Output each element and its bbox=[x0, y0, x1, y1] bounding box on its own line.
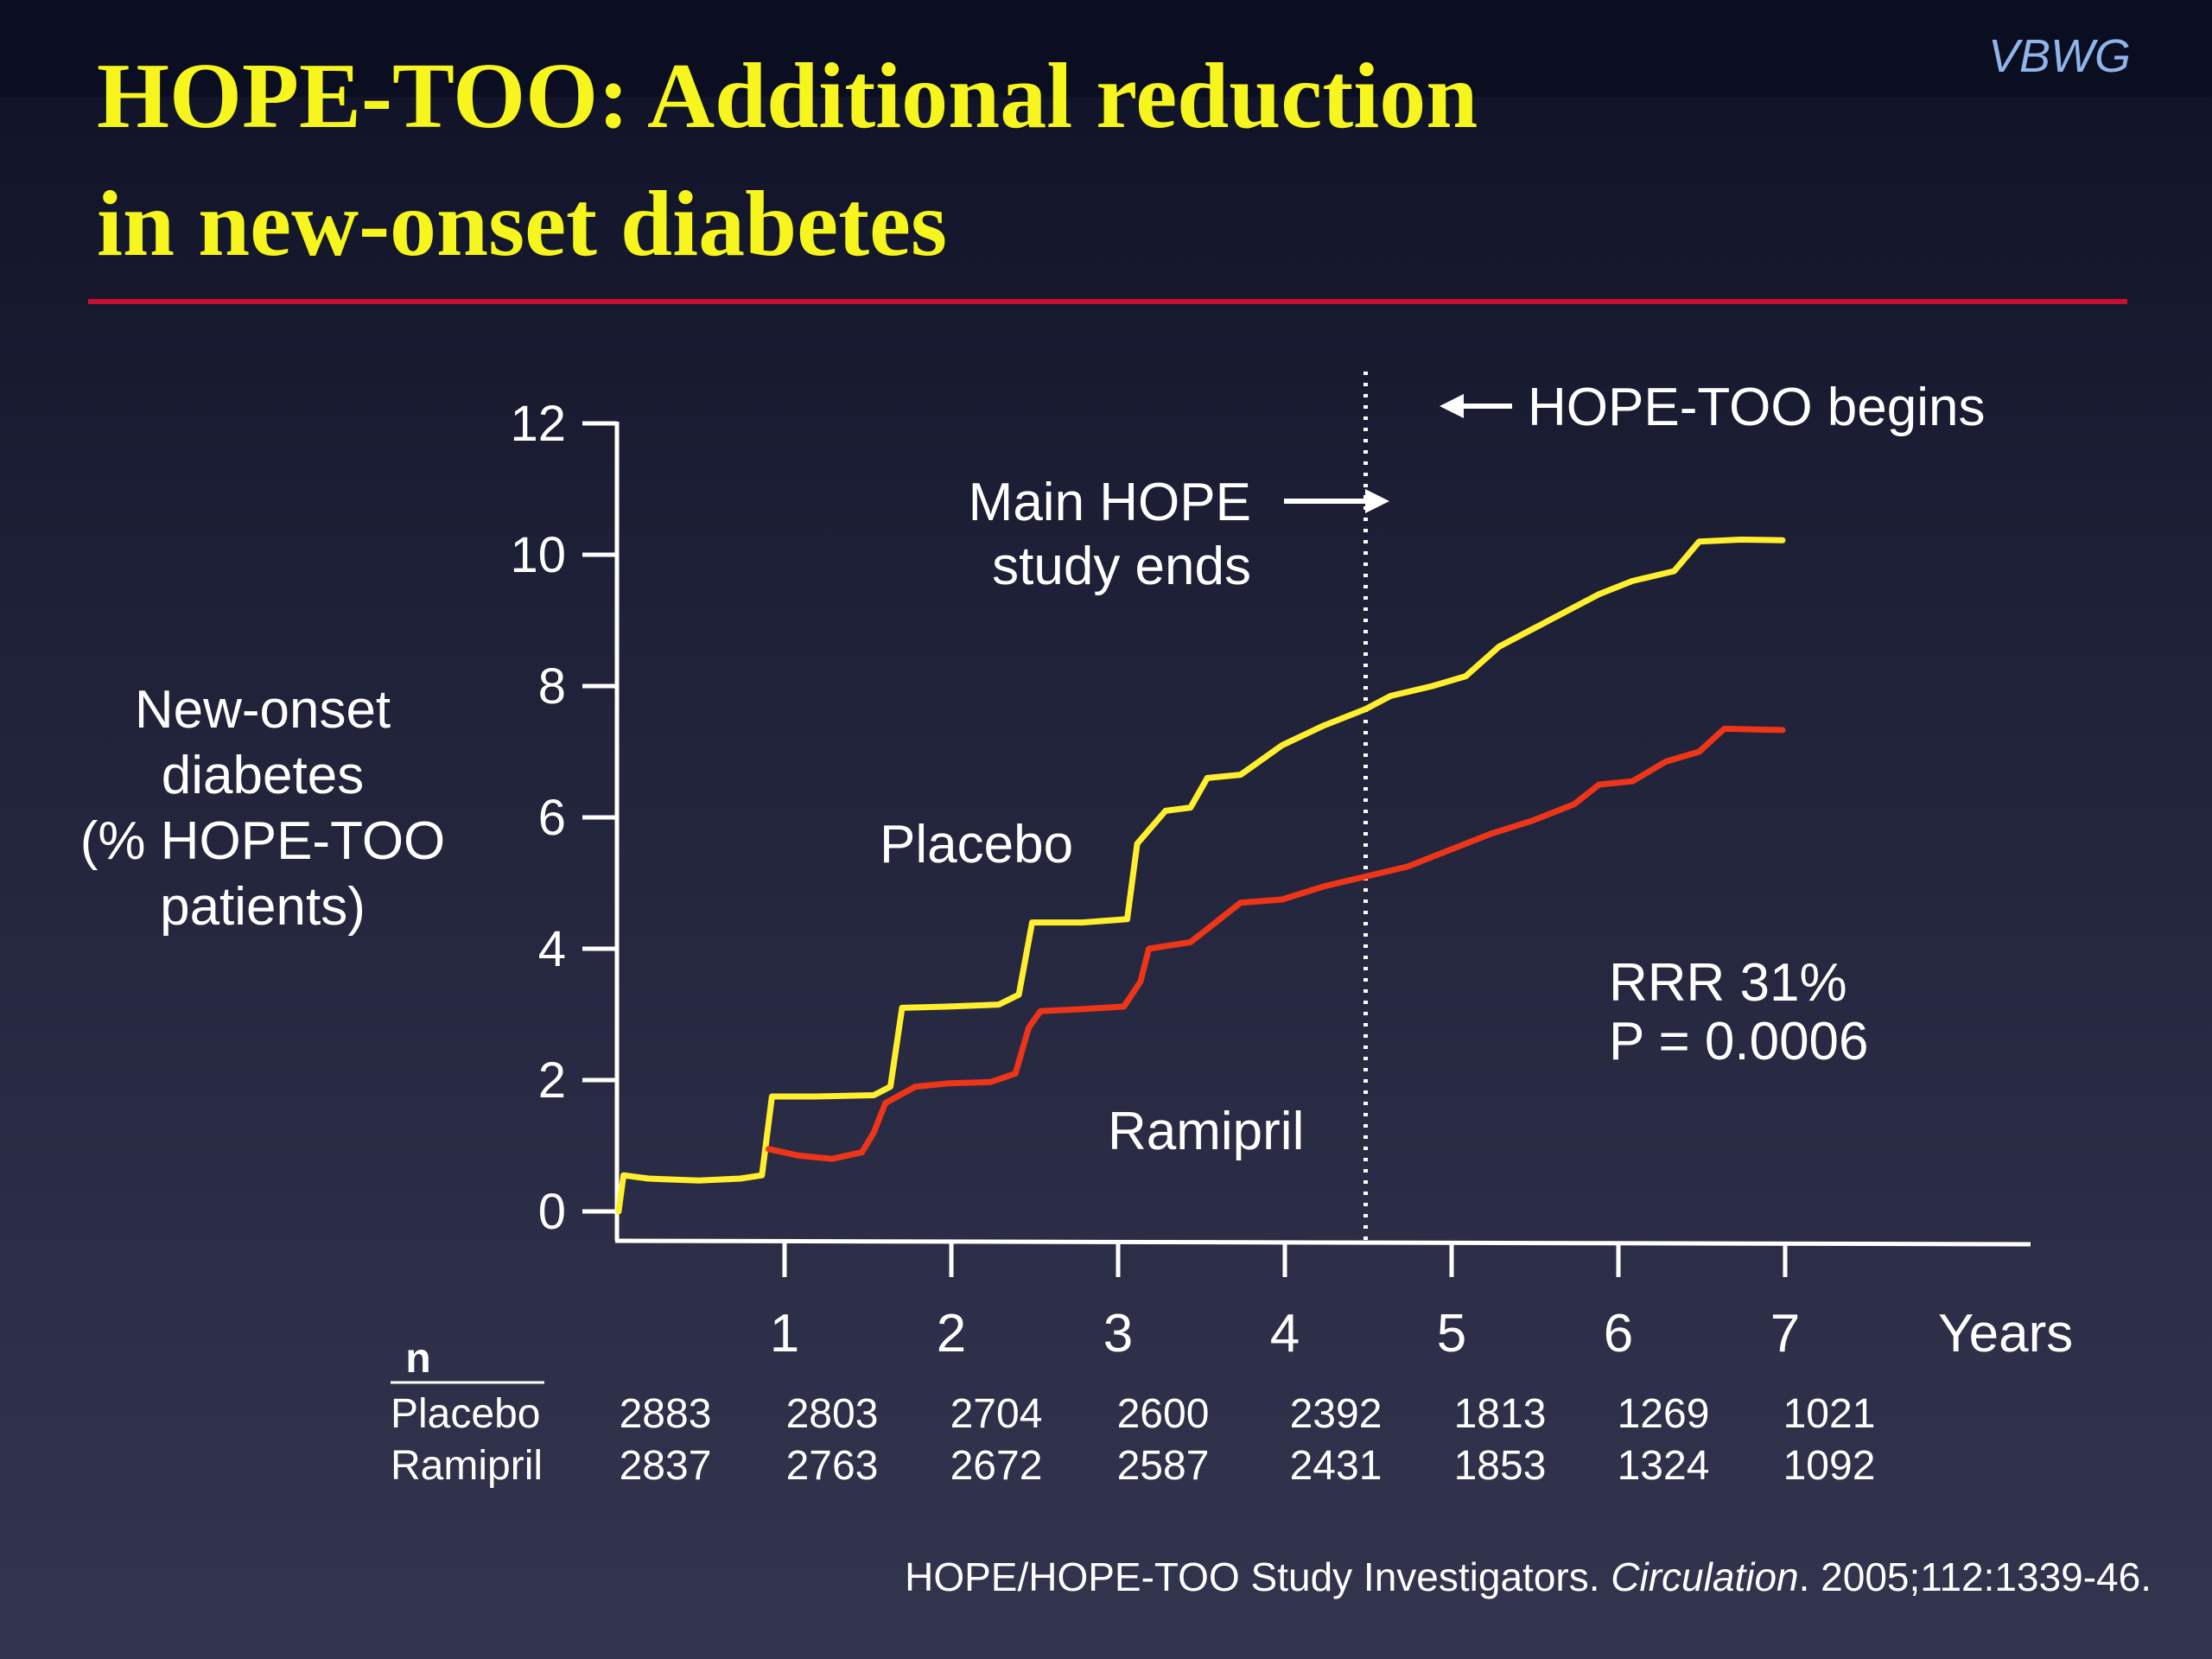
n-table-cell: 2704 bbox=[950, 1391, 1043, 1437]
citation-authors: HOPE/HOPE-TOO Study Investigators. bbox=[905, 1554, 1611, 1599]
y-axis-label-line: (% HOPE-TOO bbox=[80, 811, 446, 871]
n-table-row-label: Ramipril bbox=[391, 1443, 543, 1489]
n-table-cell: 1324 bbox=[1618, 1443, 1710, 1489]
x-tick-label: 1 bbox=[770, 1304, 799, 1363]
citation: HOPE/HOPE-TOO Study Investigators. Circu… bbox=[905, 1554, 2152, 1600]
y-axis-ticks: 0 2 4 6 8 10 12 bbox=[510, 396, 617, 1240]
x-tick-label: 6 bbox=[1604, 1304, 1633, 1363]
n-table-cell: 2587 bbox=[1117, 1443, 1210, 1489]
n-table-cell: 2392 bbox=[1290, 1391, 1382, 1437]
n-table-cell: 2803 bbox=[786, 1391, 879, 1437]
y-tick-label: 2 bbox=[538, 1052, 566, 1109]
n-table-cell: 1021 bbox=[1783, 1391, 1876, 1437]
x-tick-label: 2 bbox=[937, 1304, 966, 1363]
x-tick-label: 5 bbox=[1437, 1304, 1466, 1363]
x-axis-title: Years bbox=[1938, 1304, 2073, 1363]
hope-too-begins-label: HOPE-TOO begins bbox=[1528, 378, 1985, 437]
slide-title-line-2: in new-onset diabetes bbox=[97, 173, 948, 276]
n-table-cell: 2600 bbox=[1117, 1391, 1210, 1437]
y-tick-label: 0 bbox=[538, 1184, 566, 1240]
n-table-row-label: Placebo bbox=[391, 1391, 540, 1437]
chart-axes bbox=[614, 422, 2031, 1247]
y-tick-label: 6 bbox=[538, 790, 566, 846]
title-divider-rule bbox=[88, 299, 2127, 304]
x-tick-label: 7 bbox=[1770, 1304, 1800, 1363]
p-value-label: P = 0.0006 bbox=[1609, 1012, 1869, 1071]
hope-too-arrow-head-icon bbox=[1440, 394, 1464, 418]
y-axis-label-line: patients) bbox=[160, 877, 365, 937]
n-table-cell: 2763 bbox=[786, 1443, 879, 1489]
y-axis-label-line: New-onset bbox=[135, 680, 391, 740]
y-tick-label: 8 bbox=[538, 658, 566, 715]
x-tick-label: 3 bbox=[1103, 1304, 1133, 1363]
main-hope-label-line-2: study ends bbox=[992, 537, 1251, 596]
series-lines bbox=[615, 537, 1786, 1215]
n-table-cell: 1813 bbox=[1454, 1391, 1547, 1437]
rrr-label: RRR 31% bbox=[1609, 953, 1847, 1013]
n-table-cell: 1269 bbox=[1618, 1391, 1710, 1437]
n-table-header: n bbox=[405, 1336, 430, 1382]
x-axis-line bbox=[614, 1238, 2031, 1247]
y-tick-label: 12 bbox=[510, 396, 566, 452]
n-table-cell: 2672 bbox=[950, 1443, 1043, 1489]
placebo-series-line bbox=[615, 537, 1786, 1215]
placebo-series-label: Placebo bbox=[880, 815, 1073, 874]
n-at-risk-table: n Placebo 2883 2803 2704 2600 2392 1813 1269 1021… bbox=[391, 1336, 1875, 1489]
ramipril-series-label: Ramipril bbox=[1108, 1102, 1304, 1161]
brand-logo-text: VBWG bbox=[1987, 30, 2131, 82]
n-table-cell: 2883 bbox=[620, 1391, 712, 1437]
y-axis-label-line: diabetes bbox=[162, 746, 364, 805]
n-table-cell: 2431 bbox=[1290, 1443, 1382, 1489]
citation-details: . 2005;112:1339-46. bbox=[1798, 1554, 2152, 1599]
ramipril-series-line bbox=[766, 725, 1786, 1162]
y-tick-label: 10 bbox=[510, 527, 566, 583]
x-tick-label: 4 bbox=[1270, 1304, 1300, 1363]
main-hope-arrow-head-icon bbox=[1365, 489, 1389, 513]
n-table-cell: 2837 bbox=[620, 1443, 712, 1489]
slide-title-line-1: HOPE-TOO: Additional reduction bbox=[97, 45, 1478, 148]
main-hope-label-line-1: Main HOPE bbox=[969, 473, 1251, 532]
citation-journal: Circulation bbox=[1611, 1554, 1799, 1599]
top-band bbox=[0, 0, 2212, 97]
x-axis-ticks: 1 2 3 4 5 6 7 Years bbox=[770, 1243, 2073, 1363]
n-table-cell: 1853 bbox=[1454, 1443, 1547, 1489]
n-table-cell: 1092 bbox=[1783, 1443, 1876, 1489]
y-tick-label: 4 bbox=[538, 921, 566, 977]
